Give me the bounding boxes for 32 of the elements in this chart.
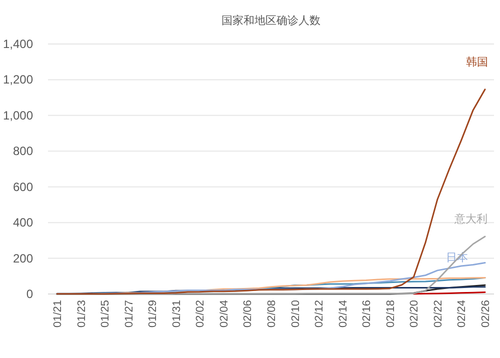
line-series [56, 236, 486, 295]
chart-title: 国家和地区确诊人数 [222, 14, 320, 27]
series-label: 意大利 [454, 212, 488, 226]
y-tick-label: 1,400 [2, 37, 34, 51]
y-tick-label: 0 [26, 287, 34, 301]
x-tick-label: 01/23 [76, 300, 88, 328]
y-tick-label: 200 [12, 251, 34, 266]
x-tick-label: 02/08 [266, 300, 278, 328]
y-tick-label: 800 [12, 144, 34, 158]
x-tick-label: 02/18 [384, 300, 397, 328]
x-tick-label: 02/06 [242, 300, 254, 328]
x-tick-label: 02/24 [456, 300, 468, 328]
x-tick-label: 02/12 [314, 300, 326, 328]
x-tick-label: 02/02 [194, 300, 207, 328]
x-tick-label: 01/31 [170, 300, 183, 328]
x-tick-label: 01/29 [147, 300, 160, 328]
x-tick-label: 02/14 [337, 300, 350, 328]
x-tick-label: 02/04 [218, 300, 230, 328]
series-label: 韩国 [466, 55, 488, 68]
x-tick-label: 01/21 [52, 300, 64, 328]
y-tick-label: 1,200 [2, 72, 34, 87]
x-tick-label: 01/27 [123, 300, 136, 328]
y-tick-label: 400 [12, 216, 34, 230]
y-tick-label: 600 [12, 180, 34, 194]
y-tick-label: 1,000 [2, 108, 34, 122]
x-tick-label: 02/20 [408, 300, 421, 328]
x-tick-label: 02/16 [361, 300, 374, 328]
line-series [56, 88, 486, 295]
x-tick-label: 01/25 [100, 300, 112, 328]
x-tick-label: 02/22 [432, 300, 444, 328]
x-tick-label: 02/26 [480, 300, 492, 328]
x-tick-label: 02/10 [290, 300, 302, 328]
